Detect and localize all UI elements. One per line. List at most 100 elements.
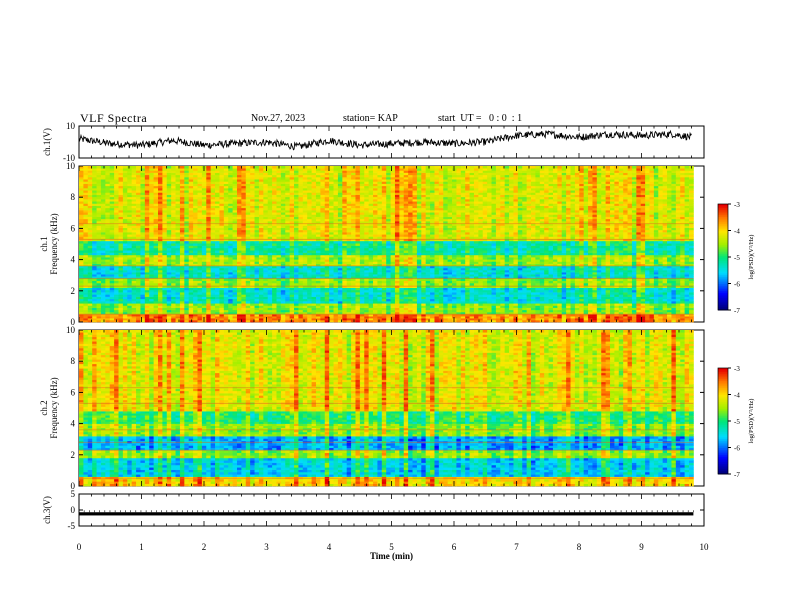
ch1-spectrogram-cell xyxy=(337,250,343,253)
ch1-spectrogram-cell xyxy=(127,314,133,317)
ch1-spectrogram-cell xyxy=(79,245,84,249)
ch1-spectrogram-cell xyxy=(539,307,545,311)
ch1-spectrogram-cell xyxy=(162,259,168,262)
ch1-spectrogram-cell xyxy=(631,316,637,319)
ch1-spectrogram-cell xyxy=(513,250,519,253)
ch1-spectrogram-cell xyxy=(390,312,396,315)
ch1-spectrogram-cell xyxy=(574,254,580,258)
ch1-spectrogram-cell xyxy=(153,283,159,286)
ch1-spectrogram-cell xyxy=(232,294,238,297)
ch1-spectrogram-cell xyxy=(640,292,646,295)
ch1-spectrogram-cell xyxy=(201,276,207,279)
ch1-spectrogram-cell xyxy=(688,303,694,306)
ch1-spectrogram-cell xyxy=(579,265,585,269)
ch1-spectrogram-cell xyxy=(267,267,273,271)
ch1-spectrogram-cell xyxy=(320,292,326,295)
ch1-spectrogram-cell xyxy=(658,280,664,284)
ch1-spectrogram-cell xyxy=(337,285,343,288)
ch1-spectrogram-cell xyxy=(210,309,216,313)
ch1-spectrogram-cell xyxy=(631,303,637,306)
ch1-spectrogram-cell xyxy=(465,312,470,315)
ch1-spectrogram-cell xyxy=(381,298,387,302)
ch1-spectrogram-cell xyxy=(570,265,576,269)
ch1-spectrogram-cell xyxy=(460,314,466,317)
ch1-spectrogram-cell xyxy=(144,309,150,313)
ch1-spectrogram-cell xyxy=(364,261,370,264)
ch1-spectrogram-cell xyxy=(574,261,580,264)
ch1-spectrogram-cell xyxy=(425,280,431,284)
ch1-spectrogram-cell xyxy=(425,254,431,258)
ch1-spectrogram-cell xyxy=(109,289,115,293)
ch1-spectrogram-cell xyxy=(188,316,194,319)
ch1-spectrogram-cell xyxy=(640,247,646,251)
ch1-spectrogram-cell xyxy=(434,276,440,279)
ch1-spectrogram-cell xyxy=(280,247,286,251)
ch1-spectrogram-cell xyxy=(526,307,532,311)
ch1-spectrogram-cell xyxy=(368,298,374,302)
ch1-spectrogram-cell xyxy=(250,312,255,315)
ch1-spectrogram-cell xyxy=(250,318,255,321)
ch1-spectrogram-cell xyxy=(131,292,137,295)
ch1-spectrogram-cell xyxy=(548,245,554,249)
ch1-spectrogram-cell xyxy=(631,314,637,317)
ch1-spectrogram-cell xyxy=(83,270,89,273)
ch1-spectrogram-cell xyxy=(144,265,150,269)
ch1-spectrogram-cell xyxy=(184,298,190,302)
ch1-spectrogram-cell xyxy=(337,305,343,308)
ch1-spectrogram-cell xyxy=(241,318,247,321)
ch1-spectrogram-cell xyxy=(298,263,304,267)
ch1-spectrogram-cell xyxy=(302,285,308,288)
ch1-spectrogram-cell xyxy=(425,259,431,262)
ch1-spectrogram-cell xyxy=(171,312,176,315)
ch1-spectrogram-cell xyxy=(386,318,391,321)
ch1-spectrogram-cell xyxy=(386,280,391,284)
ch1-spectrogram-cell xyxy=(452,259,457,262)
ch1-spectrogram-cell xyxy=(258,252,264,256)
ch1-spectrogram-cell xyxy=(333,294,339,297)
ch1-spectrogram-cell xyxy=(640,312,646,315)
ch1-spectrogram-cell xyxy=(83,305,89,308)
ch1-spectrogram-cell xyxy=(232,289,238,293)
ch1-spectrogram-cell xyxy=(298,316,304,319)
ch1-spectrogram-cell xyxy=(162,270,168,273)
ch1-spectrogram-cell xyxy=(412,298,418,302)
ch1-spectrogram-cell xyxy=(219,261,225,264)
ch1-spectrogram-cell xyxy=(373,285,378,288)
ch1-spectrogram-cell xyxy=(430,305,435,308)
ch1-spectrogram-cell xyxy=(434,320,440,323)
ch1-spectrogram-cell xyxy=(434,296,440,300)
ch1-spectrogram-cell xyxy=(526,276,532,279)
ch1-spectrogram-cell xyxy=(491,316,497,319)
ch1-spectrogram-cell xyxy=(504,274,510,277)
ch1-spectrogram-cell xyxy=(605,254,611,258)
ch1-spectrogram-cell xyxy=(197,303,203,306)
ch1-spectrogram-cell xyxy=(671,265,677,269)
ch1-spectrogram-cell xyxy=(579,318,585,321)
ch1-spectrogram-cell xyxy=(561,301,567,304)
ch1-spectrogram-cell xyxy=(87,305,93,308)
ch1-spectrogram-cell xyxy=(688,301,694,304)
ch1-spectrogram-cell xyxy=(517,301,523,304)
ch1-spectrogram-cell xyxy=(482,298,488,302)
ch1-spectrogram-cell xyxy=(544,316,549,319)
ch1-spectrogram-cell xyxy=(684,280,690,284)
ch1-spectrogram-cell xyxy=(175,318,181,321)
ch1-spectrogram-cell xyxy=(522,320,528,323)
ch1-spectrogram-cell xyxy=(109,296,115,300)
ch1-spectrogram-cell xyxy=(228,270,233,273)
ch1-spectrogram-cell xyxy=(421,259,427,262)
ch1-spectrogram-cell xyxy=(149,261,154,264)
ch1-spectrogram-cell xyxy=(517,305,523,308)
ch1-spectrogram-cell xyxy=(394,294,400,297)
ch1-spectrogram-cell xyxy=(289,272,295,275)
ch1-spectrogram-cell xyxy=(412,312,418,315)
ch1-spectrogram-cell xyxy=(386,309,391,313)
ch1-spectrogram-cell xyxy=(552,316,558,319)
ch1-spectrogram-cell xyxy=(631,318,637,321)
ch1-spectrogram-cell xyxy=(157,247,163,251)
ch1-spectrogram-cell xyxy=(438,301,444,304)
ch1-spectrogram-cell xyxy=(144,307,150,311)
ch1-spectrogram-cell xyxy=(509,283,514,286)
ch1-spectrogram-cell xyxy=(232,247,238,251)
ch1-spectrogram-cell xyxy=(509,292,514,295)
